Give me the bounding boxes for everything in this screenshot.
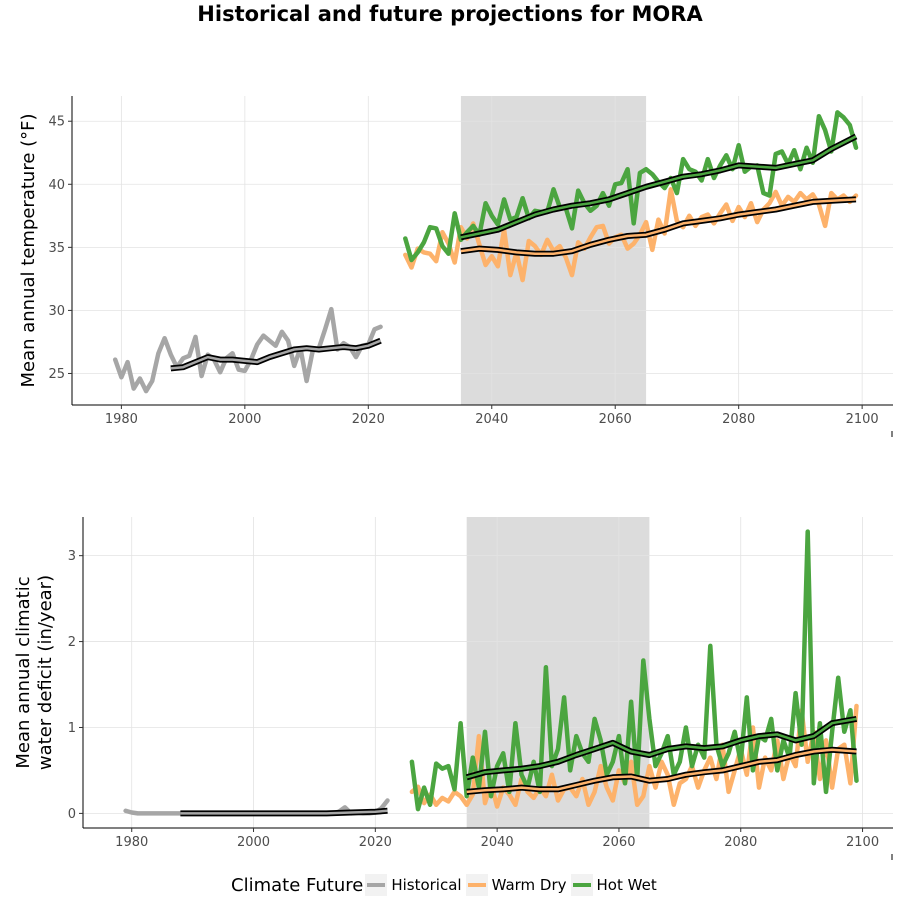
panel2-y-tick-label-2: 2 bbox=[68, 635, 76, 650]
panel1-smoothed-hot-wet bbox=[460, 135, 857, 239]
panel2-y-axis-title: Mean annual climaticwater deficit (in/ye… bbox=[13, 575, 56, 770]
panel2-x-tick-label-2020: 2020 bbox=[359, 835, 392, 850]
legend-item-historical: Historical bbox=[365, 874, 465, 896]
panel2-series-warm-dry bbox=[409, 703, 859, 809]
panel1-y-axis-title-line-1: Mean annual temperature (°F) bbox=[18, 113, 39, 387]
panel2-x-tick-label-2000: 2000 bbox=[237, 835, 270, 850]
chart-title: Historical and future projections for MO… bbox=[197, 2, 703, 26]
chart-canvas: 1980 2000 2020 2040 2060 2080 21002530354045Me… bbox=[13, 96, 893, 860]
legend-label-hot-wet: Hot Wet bbox=[596, 876, 657, 894]
panel1-x-tick-label-2020: 2020 bbox=[352, 412, 385, 427]
panel1-series-historical bbox=[112, 306, 383, 394]
legend-key-hot-wet bbox=[570, 874, 593, 896]
panel1-x-tick-label-2000: 2000 bbox=[228, 412, 261, 427]
legend-swatch-historical bbox=[367, 883, 386, 887]
legend-key-historical bbox=[365, 874, 388, 896]
panel2-smoothed-historical bbox=[180, 809, 388, 815]
legend-label-warm-dry: Warm Dry bbox=[491, 876, 567, 894]
legend-key-warm-dry bbox=[465, 874, 488, 896]
panel2-x-tick-label-2060: 2060 bbox=[602, 835, 635, 850]
legend-label-historical: Historical bbox=[391, 876, 462, 894]
panel2-y-axis-title-line-2: water deficit (in/year) bbox=[35, 575, 56, 770]
panel2-smoothed-warm-dry bbox=[466, 748, 857, 794]
panel1-y-tick-label-25: 25 bbox=[48, 367, 65, 382]
panel2-x-tick-label-2040: 2040 bbox=[481, 835, 514, 850]
legend-item-hot-wet: Hot Wet bbox=[570, 874, 661, 896]
legend-swatch-warm-dry bbox=[467, 883, 486, 887]
panel1-x-tick-label-2040: 2040 bbox=[475, 412, 508, 427]
panel2-y-tick-label-1: 1 bbox=[68, 721, 76, 736]
panel1-y-tick-label-45: 45 bbox=[48, 115, 65, 130]
legend-item-warm-dry: Warm Dry bbox=[465, 874, 571, 896]
panel2-y-tick-label-0: 0 bbox=[68, 807, 76, 822]
panel2-x-tick-label-2100: 2100 bbox=[846, 835, 879, 850]
panel1-x-tick-label-2060: 2060 bbox=[599, 412, 632, 427]
panel1-x-tick-label-2080: 2080 bbox=[722, 412, 755, 427]
legend-swatch-hot-wet bbox=[572, 883, 591, 887]
panel1-y-tick-label-35: 35 bbox=[48, 241, 65, 256]
panel2-y-tick-label-3: 3 bbox=[68, 549, 76, 564]
panel1-smoothed-historical bbox=[170, 339, 382, 370]
legend: Climate Future Historical Warm Dry Hot W… bbox=[231, 872, 661, 898]
legend-title: Climate Future bbox=[231, 874, 364, 896]
panel1-x-tick-label-1980: 1980 bbox=[105, 412, 138, 427]
panel2-x-tick-label-2080: 2080 bbox=[724, 835, 757, 850]
panel1-series-hot-wet bbox=[403, 110, 859, 263]
panel1-y-tick-label-30: 30 bbox=[48, 304, 65, 319]
panel2-smoothed-hot-wet bbox=[466, 717, 857, 779]
panel2-x-tick-label-1980: 1980 bbox=[115, 835, 148, 850]
panel1-y-axis-title: Mean annual temperature (°F) bbox=[18, 113, 39, 387]
panel1-smoothed-warm-dry bbox=[460, 198, 857, 255]
panel2-y-axis-title-line-1: Mean annual climatic bbox=[13, 576, 34, 768]
panel1-y-tick-label-40: 40 bbox=[48, 178, 65, 193]
panel1-x-tick-label-2100: 2100 bbox=[846, 412, 879, 427]
panel2-series-hot-wet bbox=[409, 529, 859, 812]
